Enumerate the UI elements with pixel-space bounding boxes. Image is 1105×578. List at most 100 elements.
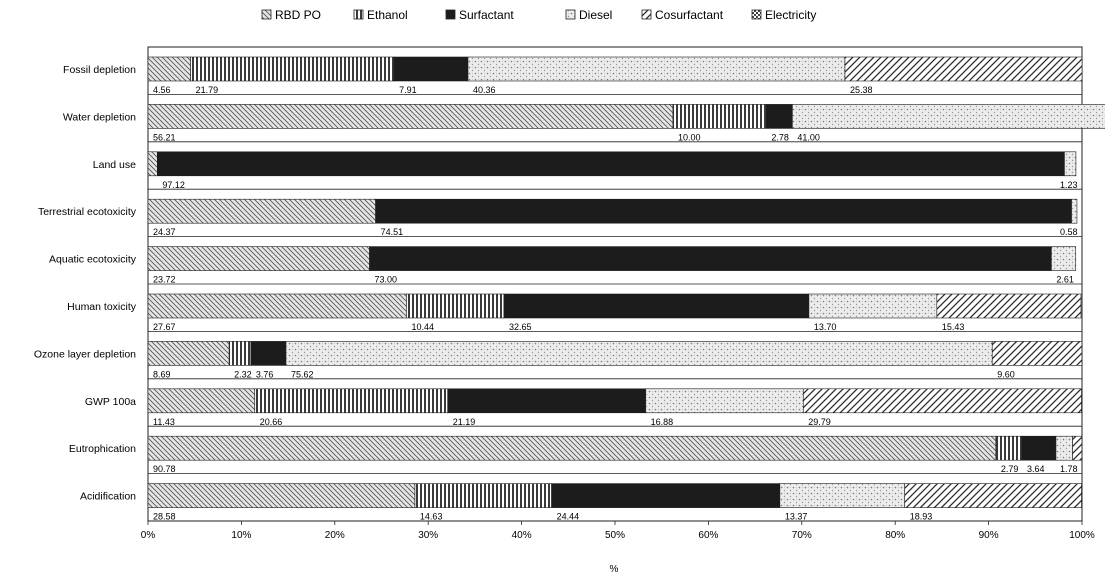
- bar-segment: [1071, 198, 1078, 224]
- data-label: 4.56: [153, 85, 171, 95]
- bar-segment: [844, 56, 1083, 82]
- bar-segment: [936, 293, 1082, 319]
- bar-segment: [672, 104, 767, 129]
- legend-label: Diesel: [579, 8, 612, 22]
- legend-swatch: [261, 9, 272, 20]
- data-labels: 4.56 21.79 7.91 40.36 25.38 56.21 10.00 2.78 41.…: [153, 85, 1078, 522]
- bar-segment: [467, 56, 846, 82]
- x-tick-label: 50%: [605, 530, 625, 541]
- data-label: 24.37: [153, 227, 176, 237]
- x-tick-label: 100%: [1069, 530, 1095, 541]
- bar-segment: [1021, 435, 1057, 461]
- bar-segment: [147, 104, 674, 129]
- bar-segment: [147, 388, 256, 414]
- bar-segment: [1072, 435, 1083, 461]
- bar-segment: [254, 388, 449, 414]
- data-label: 24.44: [557, 512, 580, 522]
- data-label: 32.65: [509, 322, 532, 332]
- legend-swatch: [353, 9, 364, 20]
- data-label: 75.62: [291, 369, 314, 379]
- bar-segment: [147, 151, 158, 177]
- data-label: 3.64: [1027, 464, 1045, 474]
- legend-label: Cosurfactant: [655, 8, 724, 22]
- category-label: Terrestrial ecotoxicity: [38, 206, 137, 218]
- bar-segment: [147, 246, 370, 271]
- data-label: 1.23: [1060, 180, 1078, 190]
- data-label: 3.76: [256, 369, 274, 379]
- data-label: 16.88: [651, 417, 674, 427]
- legend-swatch: [445, 9, 456, 20]
- legend-item: Ethanol: [353, 8, 408, 22]
- data-label: 0.58: [1060, 227, 1078, 237]
- bar-segment: [991, 341, 1083, 366]
- x-tick-label: 20%: [325, 530, 345, 541]
- bar-segment: [157, 151, 1065, 177]
- data-label: 25.38: [850, 85, 873, 95]
- bar-segment: [393, 56, 469, 82]
- x-axis-label: %: [610, 564, 619, 575]
- data-label: 2.79: [1001, 464, 1019, 474]
- x-tick-label: 40%: [512, 530, 532, 541]
- data-label: 7.91: [399, 85, 417, 95]
- legend-item: Cosurfactant: [641, 8, 724, 22]
- data-label: 40.36: [473, 85, 496, 95]
- bar-segment: [147, 483, 416, 508]
- bar-segment: [369, 246, 1052, 271]
- legend-label: Electricity: [765, 8, 816, 22]
- data-label: 23.72: [153, 275, 176, 285]
- legend: RBD PO Ethanol Surfactant Diesel Cosurfactan…: [261, 8, 816, 22]
- data-label: 14.63: [420, 512, 443, 522]
- category-label: Human toxicity: [67, 301, 137, 313]
- data-label: 15.43: [942, 322, 965, 332]
- data-label: 29.79: [808, 417, 831, 427]
- data-label: 73.00: [375, 275, 398, 285]
- category-label: Land use: [93, 159, 136, 171]
- data-label: 13.70: [814, 322, 837, 332]
- bar-segment: [147, 293, 407, 319]
- data-label: 11.43: [153, 417, 175, 427]
- legend-label: RBD PO: [275, 8, 321, 22]
- data-label: 10.00: [678, 132, 701, 142]
- x-tick-label: 90%: [979, 530, 999, 541]
- bar-segment: [1055, 435, 1073, 461]
- bar-segment: [808, 293, 938, 319]
- bar-segment: [406, 293, 505, 319]
- bar-segment: [503, 293, 810, 319]
- data-label: 9.60: [997, 369, 1015, 379]
- bar-segment: [228, 341, 252, 366]
- bar-segment: [802, 388, 1082, 414]
- bar-segment: [375, 198, 1072, 224]
- legend-swatch: [641, 9, 652, 20]
- x-tick-label: 0%: [141, 530, 156, 541]
- bar-segment: [147, 56, 191, 82]
- legend-label: Surfactant: [459, 8, 514, 22]
- data-label: 18.93: [910, 512, 933, 522]
- bar-segment: [779, 483, 906, 508]
- bar-segment: [250, 341, 287, 366]
- bar-segment: [285, 341, 993, 366]
- category-label: Fossil depletion: [63, 64, 136, 76]
- category-label: Eutrophication: [69, 443, 136, 455]
- legend-label: Ethanol: [367, 8, 408, 22]
- bar-segment: [904, 483, 1082, 508]
- category-label: GWP 100a: [85, 396, 136, 408]
- data-label: 74.51: [381, 227, 404, 237]
- bar-segment: [792, 104, 1105, 129]
- data-label: 1.78: [1060, 464, 1078, 474]
- bar-segment: [147, 435, 997, 461]
- legend-item: Diesel: [565, 8, 612, 22]
- data-label: 56.21: [153, 132, 176, 142]
- legend-item: RBD PO: [261, 8, 321, 22]
- category-label: Acidification: [80, 491, 136, 503]
- data-label: 13.37: [785, 512, 808, 522]
- bar-segment: [414, 483, 552, 508]
- data-label: 21.79: [196, 85, 219, 95]
- bar-segment: [147, 198, 376, 224]
- bar-segment: [147, 341, 230, 366]
- data-label: 90.78: [153, 464, 176, 474]
- data-label: 2.32: [234, 369, 252, 379]
- x-axis-ticks: 0% 10% 20% 30% 40% 50% 60% 70% 80% 90% 100%: [141, 521, 1095, 541]
- category-label: Aquatic ecotoxicity: [49, 254, 137, 266]
- legend-item: Surfactant: [445, 8, 514, 22]
